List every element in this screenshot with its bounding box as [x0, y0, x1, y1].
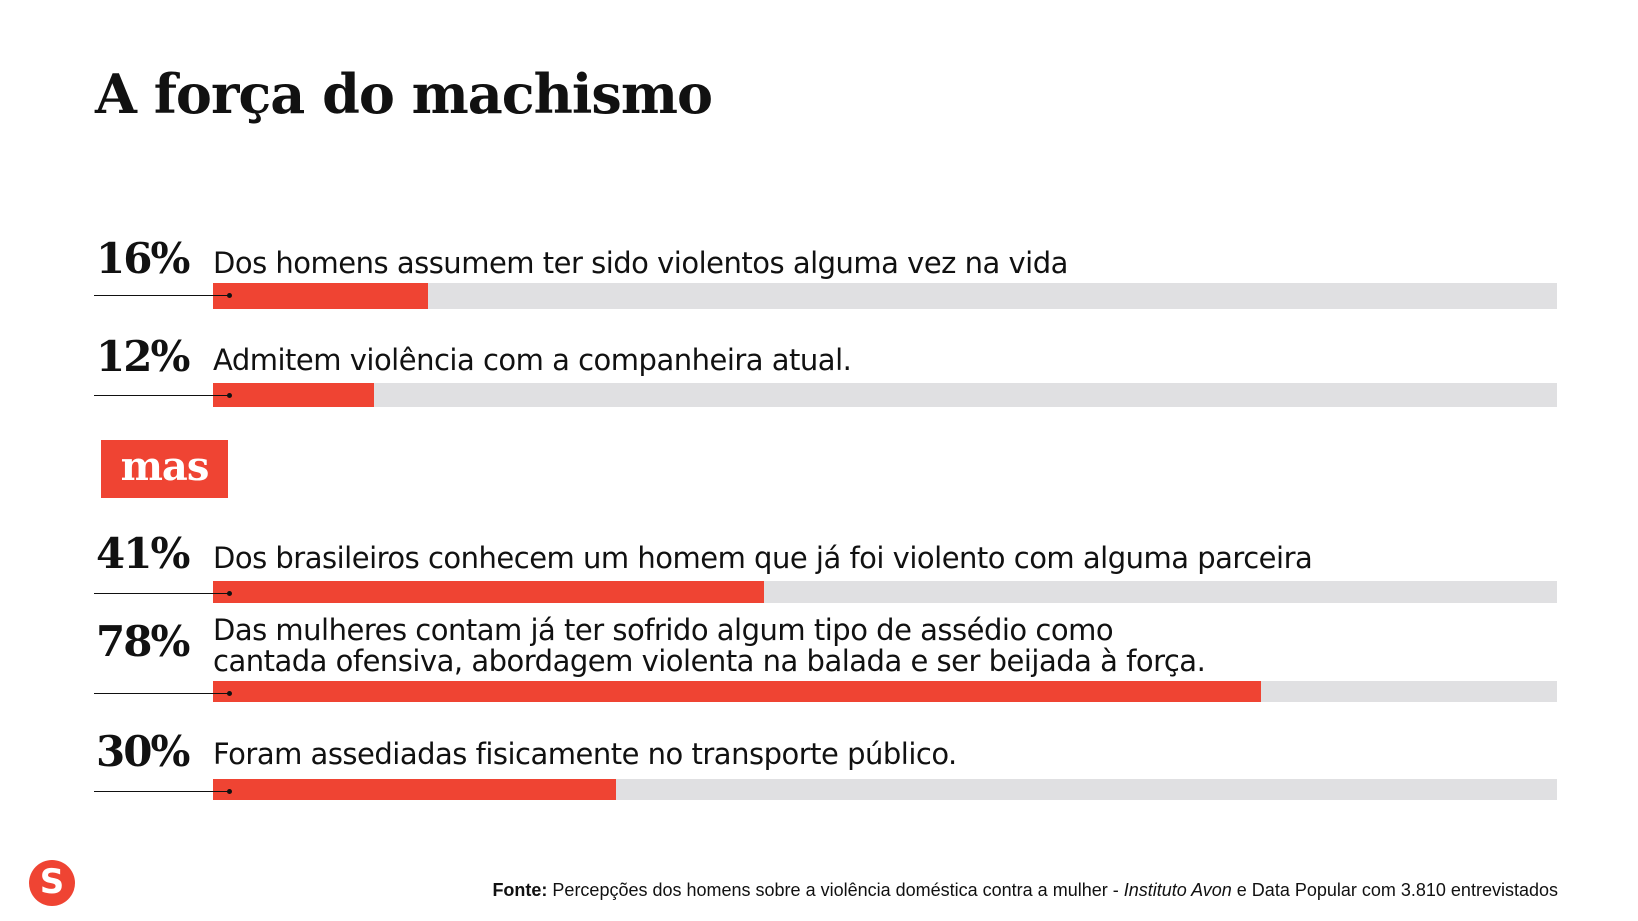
category-label: Das mulheres contam já ter sofrido algum… — [213, 613, 1206, 678]
chart-title: A força do machismo — [95, 62, 713, 126]
bar — [213, 383, 375, 407]
value-label: 78% — [96, 617, 190, 666]
source-prefix: Fonte: — [492, 880, 548, 900]
bar-track — [213, 681, 1557, 702]
category-label: Foram assediadas fisicamente no transpor… — [213, 737, 957, 771]
brand-logo: S — [29, 860, 75, 906]
leader-dot — [227, 591, 232, 596]
source-text: Percepções dos homens sobre a violência … — [547, 880, 1124, 900]
value-label: 41% — [96, 529, 190, 578]
bar-track — [213, 283, 1557, 309]
bar-track — [213, 581, 1557, 603]
bar — [213, 681, 1262, 702]
leader-dot — [227, 789, 232, 794]
bar-track — [213, 779, 1557, 800]
leader-line — [94, 791, 230, 792]
leader-dot — [227, 293, 232, 298]
separator-badge: mas — [101, 440, 228, 498]
bar — [213, 779, 617, 800]
leader-line — [94, 593, 230, 594]
leader-dot — [227, 393, 232, 398]
value-label: 30% — [96, 727, 190, 776]
source-note: Fonte: Percepções dos homens sobre a vio… — [492, 880, 1558, 901]
bar-track — [213, 383, 1557, 407]
leader-dot — [227, 691, 232, 696]
value-label: 16% — [96, 234, 190, 283]
bar — [213, 283, 429, 309]
leader-line — [94, 295, 230, 296]
bar — [213, 581, 765, 603]
leader-line — [94, 693, 230, 694]
source-institution: Instituto Avon — [1123, 880, 1232, 900]
category-label: Dos homens assumem ter sido violentos al… — [213, 246, 1068, 280]
value-label: 12% — [96, 332, 190, 381]
category-label: Dos brasileiros conhecem um homem que já… — [213, 541, 1313, 575]
source-text-2: e Data Popular com 3.810 entrevistados — [1231, 880, 1558, 900]
leader-line — [94, 395, 230, 396]
category-label: Admitem violência com a companheira atua… — [213, 343, 852, 377]
